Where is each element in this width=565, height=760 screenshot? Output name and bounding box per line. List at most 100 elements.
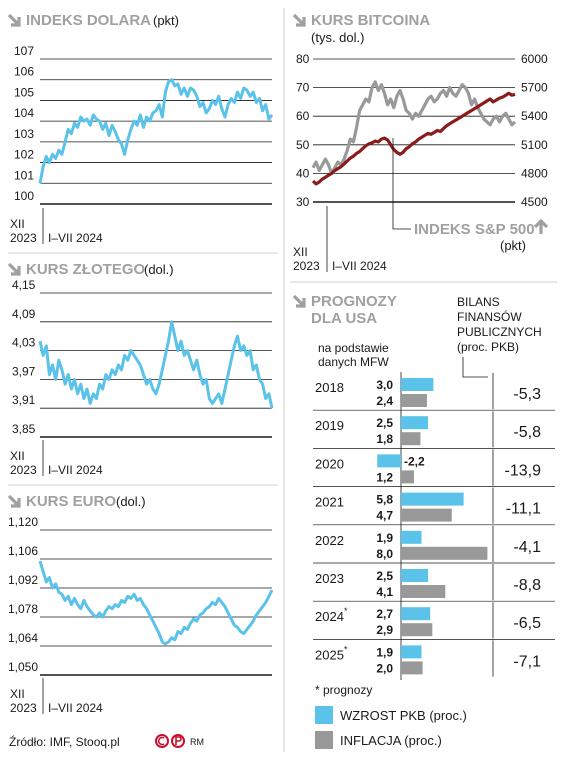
bitcoin-period-range: I–VII 2024: [332, 259, 387, 273]
forecast-footnote: * prognozy: [315, 683, 372, 697]
year-label: 2021: [315, 495, 344, 510]
forecast-source-line1: na podstawie: [318, 341, 389, 355]
euro-y-ticks: 1,120 1,106 1,092 1,078 1,064 1,050: [8, 515, 38, 674]
forecast-row-2019: 2019 2,5 1,8 -5,8: [313, 411, 555, 449]
zloty-panel: KURS ZŁOTEGO (dol.) 4,15 4,09 4,03 3,97 3,91…: [7, 261, 274, 477]
dollar-index-line: [38, 78, 274, 184]
year-label: 2019: [315, 418, 344, 433]
euro-rate-line: [38, 560, 274, 646]
sp500-title: INDEKS S&P 500: [414, 221, 535, 238]
gdp-value-label: 2,5: [376, 569, 393, 583]
y-tick-label-left: 50: [296, 138, 310, 152]
year-label: 2020: [315, 456, 344, 471]
legend-gdp-swatch: [315, 706, 333, 724]
y-tick-label-right: 5100: [521, 138, 548, 152]
bitcoin-period-start: XII: [293, 245, 308, 259]
inflation-value-label: 2,9: [376, 623, 393, 637]
y-tick-label: 104: [14, 106, 34, 120]
balance-value: -11,1: [506, 501, 541, 518]
inflation-bar: [401, 394, 427, 407]
arrow-up-icon: [533, 218, 549, 234]
y-tick-label-right: 4500: [521, 195, 548, 209]
inflation-value-label: 8,0: [376, 547, 393, 561]
forecast-title-line1: PROGNOZY: [311, 293, 397, 310]
dollar-unit: (pkt): [153, 13, 179, 28]
inflation-value-label: 4,7: [376, 509, 393, 523]
zloty-rate-line: [38, 320, 274, 409]
arrow-down-icon: [292, 13, 306, 27]
gdp-bar: [401, 492, 464, 506]
y-tick-label: 1,050: [8, 660, 38, 674]
zloty-period-year: 2023: [10, 463, 37, 477]
year-label: 2024: [315, 609, 344, 624]
legend-inflation-swatch: [315, 731, 333, 749]
euro-period-year: 2023: [10, 701, 37, 715]
balance-header-line4: (proc. PKB): [457, 340, 519, 354]
gdp-value-label: 3,0: [376, 378, 393, 392]
gdp-bar: [401, 378, 434, 391]
forecast-marker: *: [344, 606, 348, 616]
forecast-row-2022: 2022 1,9 8,0 -4,1: [313, 525, 555, 564]
forecast-row-2023: 2023 2,5 4,1 -8,8: [313, 564, 555, 602]
forecast-row-2021: 2021 5,8 4,7 -11,1: [313, 487, 555, 526]
balance-value: -6,5: [513, 615, 541, 632]
y-tick-label: 4,15: [12, 278, 36, 292]
euro-title: KURS EURO: [26, 493, 116, 510]
inflation-bar: [401, 585, 446, 598]
logo-text: RM: [190, 737, 204, 747]
y-tick-label: 1,106: [8, 544, 38, 558]
y-tick-label-right: 5400: [521, 109, 548, 123]
balance-value: -4,1: [513, 539, 541, 556]
y-tick-label: 3,97: [12, 364, 36, 378]
year-label: 2025: [315, 647, 344, 662]
y-tick-label: 1,064: [8, 631, 38, 645]
y-tick-label-right: 6000: [521, 52, 548, 66]
forecast-rows: 2018 3,0 2,4 -5,3 2019 2,5 1,8 -5,8 2020 -2,2 1,2 -…: [313, 373, 555, 677]
gdp-bar: [401, 416, 428, 430]
bitcoin-line: [311, 80, 517, 175]
y-tick-label: 103: [14, 127, 34, 141]
euro-unit: (dol.): [116, 494, 146, 509]
balance-value: -7,1: [513, 653, 541, 670]
inflation-value-label: 1,8: [376, 432, 393, 446]
balance-header-line1: BILANS: [457, 295, 500, 309]
sp500-line: [311, 91, 516, 186]
balance-header-pointer: [462, 357, 488, 378]
gdp-value-label: 1,9: [376, 645, 393, 659]
bitcoin-panel: KURS BITCOINA (tys. dol.) 80 6000 70 5700 60…: [292, 12, 549, 273]
balance-header-line3: PUBLICZNYCH: [457, 325, 542, 339]
balance-value: -8,8: [513, 577, 541, 594]
zloty-y-ticks: 4,15 4,09 4,03 3,97 3,91 3,85: [12, 278, 36, 436]
euro-grid: [40, 529, 272, 676]
y-tick-label: 101: [14, 168, 34, 182]
y-tick-label-left: 40: [296, 166, 310, 180]
gdp-bar: [377, 454, 401, 468]
legend-inflation-label: INFLACJA (proc.): [340, 733, 442, 748]
arrow-down-icon: [7, 494, 21, 508]
forecast-source-line2: danych MFW: [318, 355, 389, 369]
y-tick-label: 3,91: [12, 393, 36, 407]
gdp-bar: [401, 645, 422, 659]
euro-period-range: I–VII 2024: [48, 701, 103, 715]
y-tick-label: 106: [14, 65, 34, 79]
dollar-title: INDEKS DOLARA: [26, 12, 151, 29]
bitcoin-period-year: 2023: [293, 259, 320, 273]
forecast-row-2020: 2020 -2,2 1,2 -13,9: [313, 449, 555, 487]
bitcoin-unit: (tys. dol.): [311, 30, 364, 45]
dollar-period-year: 2023: [10, 231, 37, 245]
balance-value: -5,3: [513, 386, 541, 403]
balance-value: -13,9: [505, 462, 542, 479]
inflation-bar: [401, 508, 452, 522]
forecast-panel: PROGNOZY DLA USA na podstawie danych MFW…: [292, 293, 555, 749]
gdp-bar: [401, 569, 428, 582]
arrow-down-icon: [292, 294, 306, 308]
forecast-row-2018: 2018 3,0 2,4 -5,3: [313, 373, 555, 411]
dollar-period-range: I–VII 2024: [48, 231, 103, 245]
gdp-value-label: 2,5: [376, 416, 393, 430]
y-tick-label: 107: [14, 44, 34, 58]
year-label: 2023: [315, 571, 344, 586]
arrow-down-icon: [7, 262, 21, 276]
euro-panel: KURS EURO (dol.) 1,120 1,106 1,092 1,078 1,0…: [7, 493, 274, 715]
inflation-bar: [401, 432, 421, 446]
